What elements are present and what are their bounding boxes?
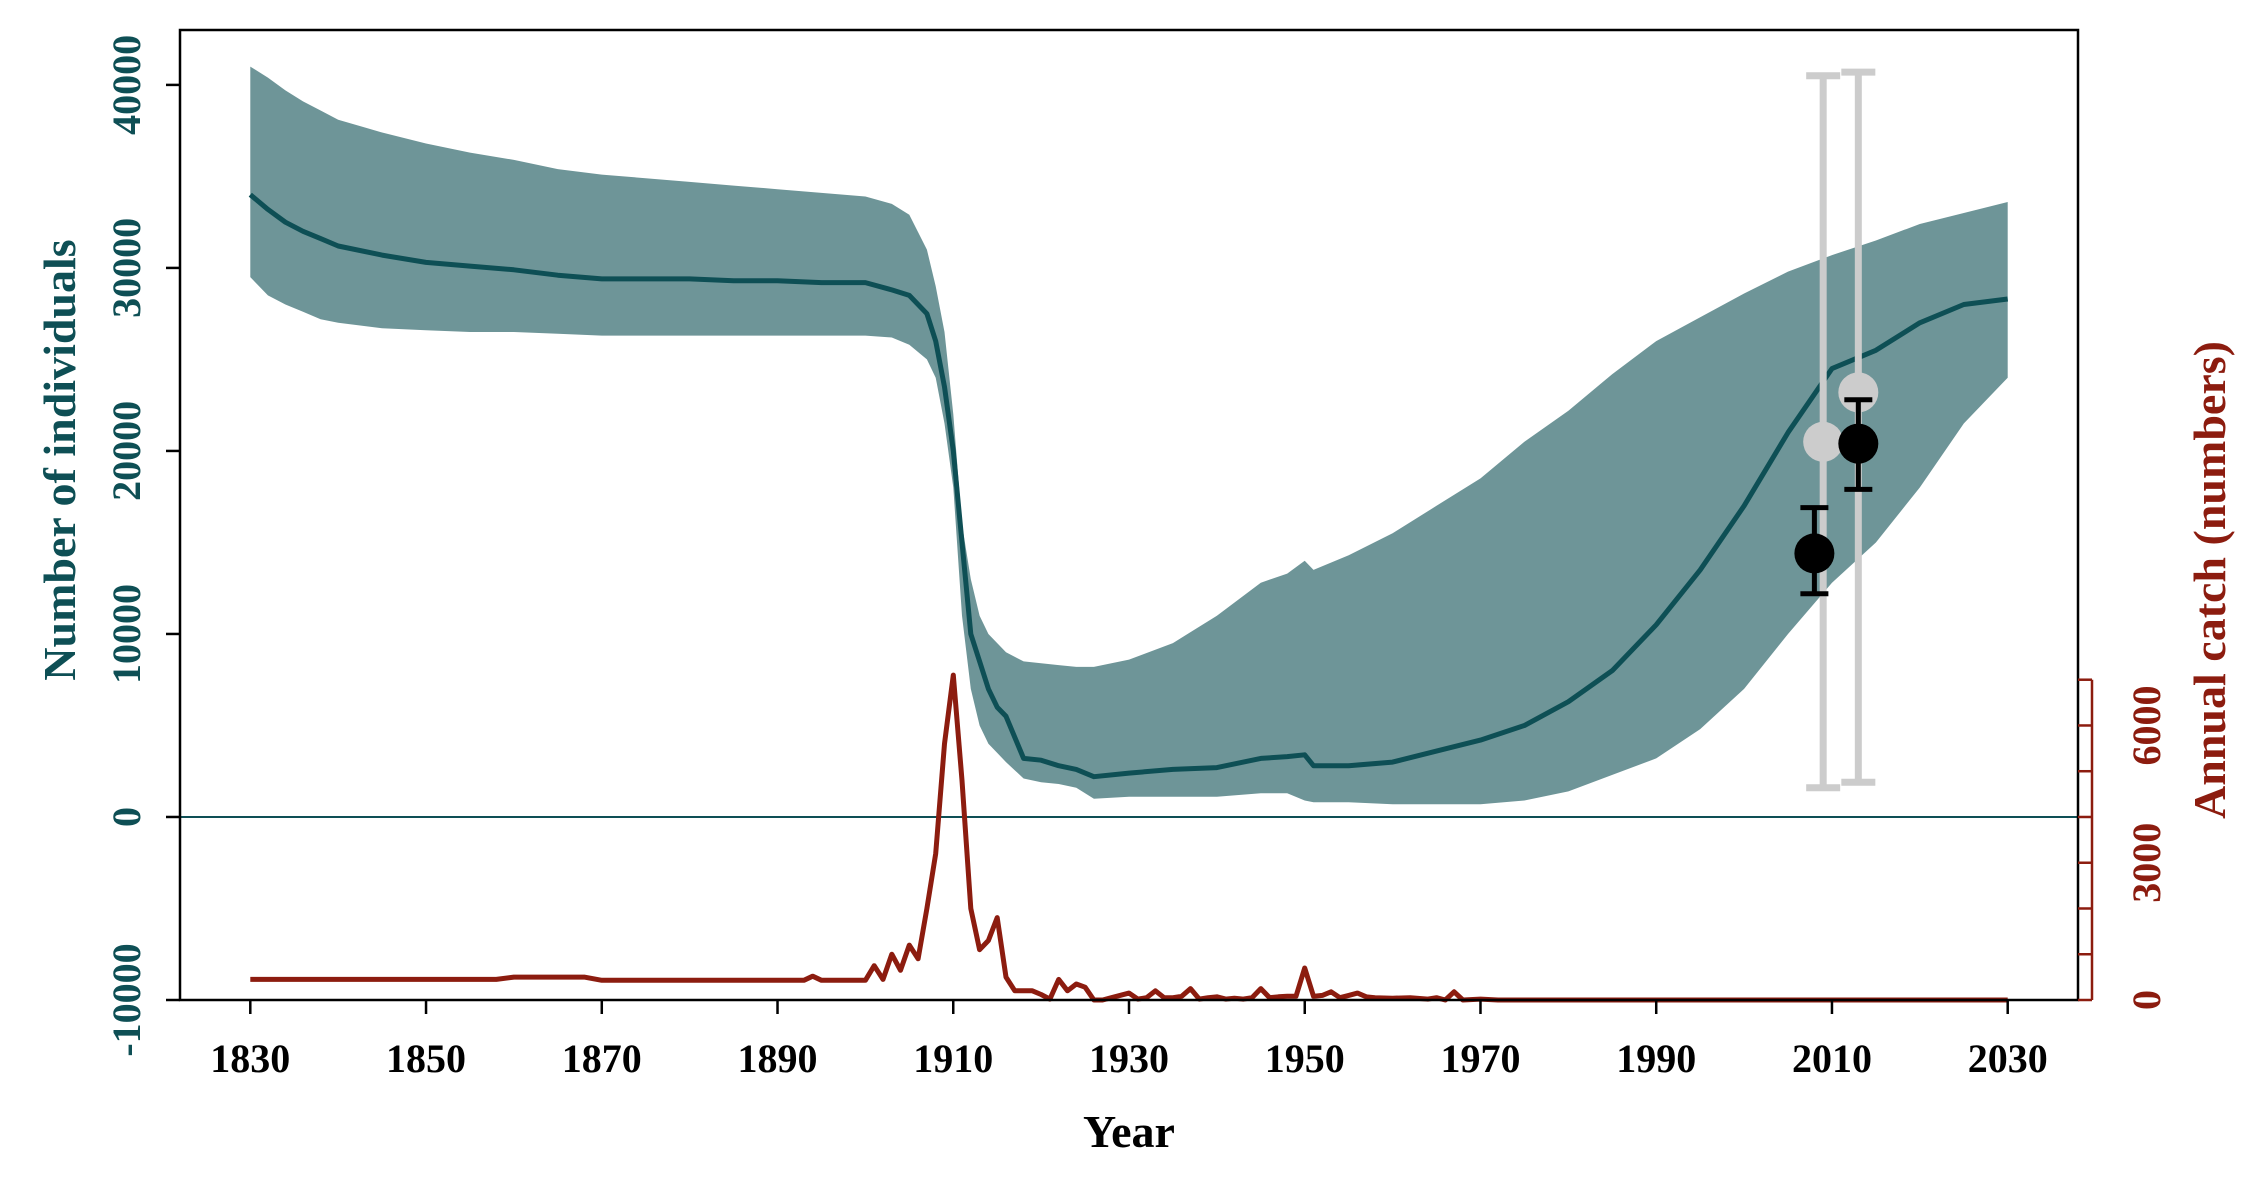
y-right-tick-label: 6000 — [2124, 686, 2169, 766]
x-tick-label: 1890 — [738, 1036, 818, 1081]
y-axis-left-label: Number of individuals — [34, 239, 85, 680]
y-left-tick-label: 40000 — [104, 35, 149, 135]
population-band — [250, 66, 2008, 805]
x-axis: 1830 1850 1870 1890 1910 1930 1950 1970 1990 2010… — [210, 1000, 2048, 1081]
x-tick-label: 1910 — [913, 1036, 993, 1081]
y-left-tick-label: 20000 — [104, 401, 149, 501]
y-left-tick-label: -10000 — [104, 943, 149, 1056]
y-left-tick-label: 30000 — [104, 218, 149, 318]
x-tick-label: 1970 — [1440, 1036, 1520, 1081]
x-tick-label: 2030 — [1968, 1036, 2048, 1081]
y-axis-right: 0 3000 6000 — [2078, 678, 2169, 1010]
population-band-layer — [250, 66, 2008, 805]
y-left-tick-label: 0 — [104, 807, 149, 827]
y-right-tick-label: 0 — [2124, 990, 2169, 1010]
survey-estimates-layer — [1803, 68, 1879, 792]
x-tick-label: 1850 — [386, 1036, 466, 1081]
x-tick-label: 1830 — [210, 1036, 290, 1081]
y-axis-left: -10000 0 10000 20000 30000 40000 — [104, 35, 180, 1057]
x-tick-label: 2010 — [1792, 1036, 1872, 1081]
observations-layer — [1794, 397, 1879, 597]
survey-point — [1803, 421, 1844, 462]
y-right-tick-label: 3000 — [2124, 823, 2169, 903]
observation-point — [1794, 533, 1835, 574]
x-tick-label: 1950 — [1265, 1036, 1345, 1081]
observation-point — [1838, 423, 1879, 464]
x-tick-label: 1990 — [1616, 1036, 1696, 1081]
x-tick-label: 1930 — [1089, 1036, 1169, 1081]
survey-point — [1838, 372, 1879, 413]
x-axis-label: Year — [1083, 1106, 1175, 1157]
catch-line-layer — [250, 672, 2008, 1003]
y-left-tick-label: 10000 — [104, 584, 149, 684]
population-line — [248, 192, 2009, 780]
catch-line — [250, 672, 2008, 1003]
y-axis-right-label: Annual catch (numbers) — [2184, 341, 2235, 819]
x-tick-label: 1870 — [562, 1036, 642, 1081]
population-line-layer — [248, 192, 2009, 780]
